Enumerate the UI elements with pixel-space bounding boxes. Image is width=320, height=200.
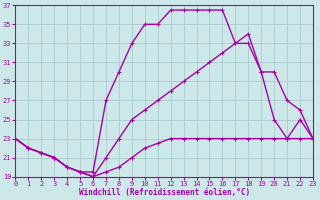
X-axis label: Windchill (Refroidissement éolien,°C): Windchill (Refroidissement éolien,°C) (79, 188, 250, 197)
